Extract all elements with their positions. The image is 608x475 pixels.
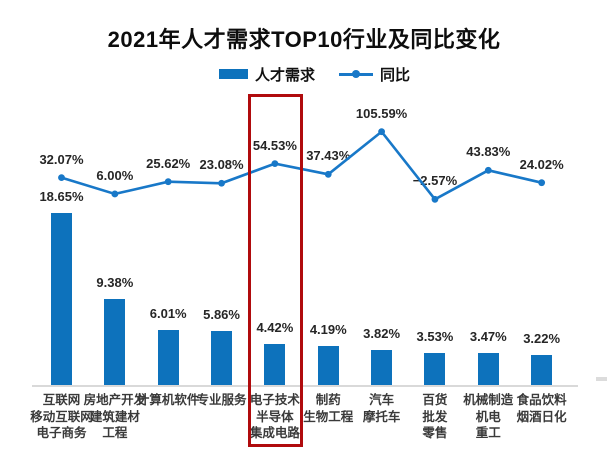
category-label-line: 烟酒日化 (516, 409, 567, 424)
bar-series-swatch-icon (219, 69, 248, 79)
legend-item-yoy-line: 同比 (339, 64, 410, 85)
category-label-line: 零售 (422, 426, 448, 440)
yoy-value-label: 6.00% (96, 167, 134, 183)
category-label-line: 计算机软件 (136, 393, 200, 407)
category-label-line: 机械制造 (463, 393, 514, 407)
yoy-point-marker (271, 160, 279, 168)
yoy-value-label: 24.02% (519, 156, 564, 172)
category-label: 计算机软件 (128, 392, 208, 409)
category-label: 专业服务 (182, 392, 262, 409)
category-label-line: 专业服务 (196, 393, 247, 407)
category-label-line: 汽车 (369, 393, 395, 407)
legend-label-yoy: 同比 (380, 66, 411, 84)
category-label: 制药 生物工程 (288, 392, 368, 425)
bar-value-label: 6.01% (149, 305, 187, 321)
yoy-value-label: 32.07% (39, 151, 84, 167)
category-label-line: 半导体 (256, 409, 294, 424)
yoy-point-marker (218, 179, 225, 187)
category-label: 汽车 摩托车 (342, 392, 422, 425)
demand-bar (424, 352, 446, 385)
bar-value-label: 3.47% (469, 329, 507, 345)
bar-value-label: 3.53% (416, 328, 454, 344)
legend-label-demand: 人才需求 (255, 66, 316, 84)
category-label-line: 重工 (475, 426, 501, 440)
demand-bar (157, 329, 179, 385)
category-label-line: 电子商务 (36, 426, 87, 440)
yoy-value-label: 54.53% (252, 137, 297, 153)
category-label-line: 批发 (422, 409, 448, 424)
category-label-line: 房地产开发 (83, 393, 147, 407)
category-label-line: 摩托车 (362, 409, 401, 424)
demand-bar (51, 213, 72, 385)
yoy-point-marker (431, 195, 439, 203)
category-label: 电子技术半导体集成电路 (235, 392, 315, 442)
yoy-value-label: 23.08% (199, 157, 244, 173)
category-label-line: 移动互联网 (30, 409, 93, 424)
chart-title: 2021年人才需求TOP10行业及同比变化 (107, 27, 501, 52)
yoy-point-marker (484, 166, 492, 174)
bar-value-label: 3.82% (363, 325, 401, 341)
bar-value-label: 4.42% (256, 320, 294, 336)
demand-bar (477, 353, 499, 385)
adjacent-chart-edge-fragment (596, 377, 607, 381)
yoy-point-marker (111, 190, 119, 198)
yoy-point-marker (538, 179, 546, 187)
yoy-point-marker (164, 178, 172, 186)
yoy-value-label: 25.62% (146, 155, 191, 171)
category-label: 百货 批发 零售 (395, 392, 475, 442)
yoy-value-label: 37.43% (306, 148, 351, 164)
bar-value-label: 4.19% (309, 322, 347, 338)
category-label-line: 机电 (475, 409, 501, 424)
category-label: 食品饮料 烟酒日化 (502, 392, 582, 425)
demand-bar (211, 331, 233, 385)
bar-value-label: 5.86% (203, 307, 240, 323)
category-label-line: 互联网 (42, 393, 81, 407)
category-label: 房地产开发建筑建材工程 (75, 392, 155, 442)
category-label-line: 生物工程 (303, 409, 354, 424)
category-label-line: 电子技术 (249, 393, 300, 407)
bar-value-label: 9.38% (96, 274, 134, 290)
x-axis-line (32, 385, 578, 387)
line-series-swatch-icon (339, 70, 374, 78)
category-label-line: 制药 (315, 393, 341, 407)
yoy-point-marker (378, 128, 385, 136)
category-label-line: 工程 (102, 426, 128, 440)
legend-item-demand-bar: 人才需求 (219, 64, 315, 85)
demand-bar (371, 349, 393, 385)
category-label-line: 建筑建材 (89, 409, 140, 424)
demand-bar (531, 355, 553, 385)
yoy-point-marker (58, 174, 65, 182)
demand-bar (104, 298, 126, 385)
legend: 人才需求 同比 (219, 63, 410, 85)
yoy-value-label: 43.83% (466, 144, 511, 160)
category-label: 机械制造 机电 重工 (448, 392, 528, 442)
demand-bar (264, 344, 286, 385)
highlight-box-semiconductor (248, 94, 303, 447)
bar-value-label: 3.22% (523, 331, 561, 347)
yoy-point-marker (324, 170, 332, 178)
category-label-line: 食品饮料 (516, 393, 567, 407)
demand-bar (317, 346, 339, 385)
category-label-line: 百货 (422, 393, 448, 407)
bar-value-label: 18.65% (39, 189, 84, 205)
line-swatch-dot (352, 70, 361, 78)
yoy-value-label: 105.59% (355, 105, 408, 121)
category-label: 互联网移动互联网电子商务 (22, 392, 102, 442)
category-label-line: 集成电路 (249, 426, 300, 440)
